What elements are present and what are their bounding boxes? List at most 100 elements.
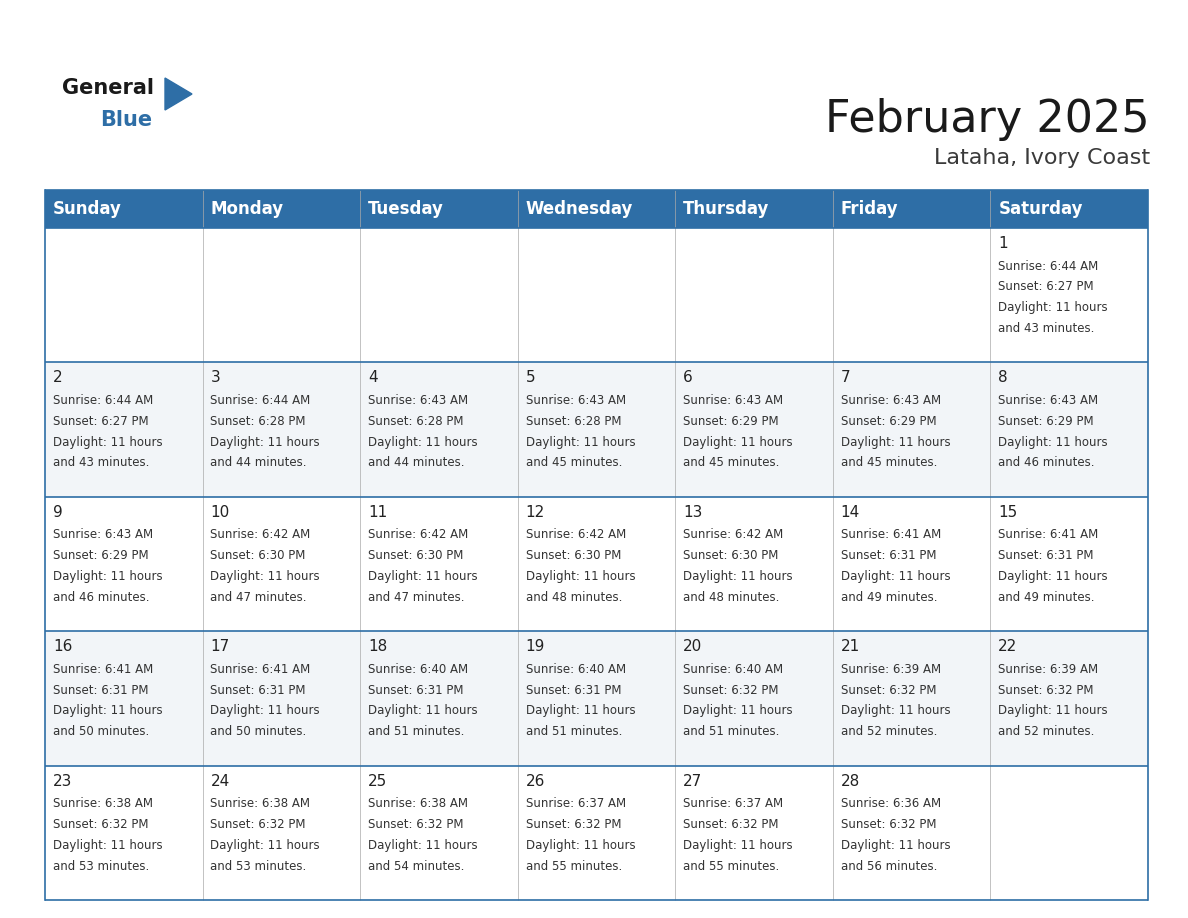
- Text: Sunset: 6:29 PM: Sunset: 6:29 PM: [53, 549, 148, 562]
- Text: and 45 minutes.: and 45 minutes.: [525, 456, 623, 469]
- Text: 6: 6: [683, 371, 693, 386]
- Text: and 43 minutes.: and 43 minutes.: [53, 456, 150, 469]
- Text: 15: 15: [998, 505, 1018, 520]
- Text: Daylight: 11 hours: Daylight: 11 hours: [210, 839, 320, 852]
- Bar: [203, 497, 360, 632]
- Text: Daylight: 11 hours: Daylight: 11 hours: [525, 704, 636, 718]
- Bar: [45, 632, 203, 766]
- Text: Daylight: 11 hours: Daylight: 11 hours: [998, 301, 1108, 314]
- Text: General: General: [62, 78, 154, 98]
- Text: and 46 minutes.: and 46 minutes.: [998, 456, 1095, 469]
- Text: and 49 minutes.: and 49 minutes.: [998, 591, 1095, 604]
- Bar: [833, 632, 991, 766]
- Bar: [360, 190, 518, 228]
- Text: Daylight: 11 hours: Daylight: 11 hours: [368, 570, 478, 583]
- Text: and 44 minutes.: and 44 minutes.: [210, 456, 307, 469]
- Text: Sunrise: 6:36 AM: Sunrise: 6:36 AM: [841, 797, 941, 811]
- Text: and 56 minutes.: and 56 minutes.: [841, 859, 937, 873]
- Text: Lataha, Ivory Coast: Lataha, Ivory Coast: [934, 148, 1150, 168]
- Text: Sunset: 6:31 PM: Sunset: 6:31 PM: [841, 549, 936, 562]
- Text: Daylight: 11 hours: Daylight: 11 hours: [683, 436, 792, 449]
- Text: 20: 20: [683, 639, 702, 655]
- Bar: [360, 497, 518, 632]
- Bar: [833, 228, 991, 363]
- Text: 25: 25: [368, 774, 387, 789]
- Text: Daylight: 11 hours: Daylight: 11 hours: [53, 839, 163, 852]
- Text: Sunrise: 6:41 AM: Sunrise: 6:41 AM: [841, 529, 941, 542]
- Text: Sunset: 6:30 PM: Sunset: 6:30 PM: [525, 549, 621, 562]
- Text: and 48 minutes.: and 48 minutes.: [525, 591, 623, 604]
- Text: and 47 minutes.: and 47 minutes.: [210, 591, 307, 604]
- Bar: [45, 228, 203, 363]
- Text: Sunrise: 6:41 AM: Sunrise: 6:41 AM: [53, 663, 153, 676]
- Text: 11: 11: [368, 505, 387, 520]
- Text: and 54 minutes.: and 54 minutes.: [368, 859, 465, 873]
- Bar: [991, 228, 1148, 363]
- Text: Sunrise: 6:37 AM: Sunrise: 6:37 AM: [683, 797, 783, 811]
- Text: and 52 minutes.: and 52 minutes.: [841, 725, 937, 738]
- Text: Daylight: 11 hours: Daylight: 11 hours: [53, 704, 163, 718]
- Text: Daylight: 11 hours: Daylight: 11 hours: [368, 436, 478, 449]
- Text: Sunset: 6:31 PM: Sunset: 6:31 PM: [368, 684, 463, 697]
- Text: Sunset: 6:30 PM: Sunset: 6:30 PM: [210, 549, 305, 562]
- Text: and 44 minutes.: and 44 minutes.: [368, 456, 465, 469]
- Text: Sunset: 6:29 PM: Sunset: 6:29 PM: [998, 415, 1094, 428]
- Text: Sunrise: 6:43 AM: Sunrise: 6:43 AM: [683, 394, 783, 407]
- Text: 27: 27: [683, 774, 702, 789]
- Text: Blue: Blue: [100, 110, 152, 130]
- Text: Sunset: 6:28 PM: Sunset: 6:28 PM: [525, 415, 621, 428]
- Text: and 45 minutes.: and 45 minutes.: [841, 456, 937, 469]
- Text: and 50 minutes.: and 50 minutes.: [210, 725, 307, 738]
- Polygon shape: [165, 78, 192, 110]
- Text: and 51 minutes.: and 51 minutes.: [683, 725, 779, 738]
- Bar: [360, 228, 518, 363]
- Text: Daylight: 11 hours: Daylight: 11 hours: [53, 436, 163, 449]
- Text: Daylight: 11 hours: Daylight: 11 hours: [841, 570, 950, 583]
- Bar: [45, 190, 203, 228]
- Bar: [991, 766, 1148, 900]
- Text: Daylight: 11 hours: Daylight: 11 hours: [998, 704, 1108, 718]
- Text: Sunset: 6:32 PM: Sunset: 6:32 PM: [683, 818, 778, 831]
- Text: and 51 minutes.: and 51 minutes.: [525, 725, 623, 738]
- Text: 14: 14: [841, 505, 860, 520]
- Text: Sunset: 6:32 PM: Sunset: 6:32 PM: [525, 818, 621, 831]
- Text: and 50 minutes.: and 50 minutes.: [53, 725, 150, 738]
- Bar: [833, 190, 991, 228]
- Bar: [675, 497, 833, 632]
- Text: Thursday: Thursday: [683, 200, 770, 218]
- Text: Sunrise: 6:39 AM: Sunrise: 6:39 AM: [841, 663, 941, 676]
- Text: Sunset: 6:32 PM: Sunset: 6:32 PM: [683, 684, 778, 697]
- Text: Sunrise: 6:44 AM: Sunrise: 6:44 AM: [998, 260, 1099, 273]
- Text: and 45 minutes.: and 45 minutes.: [683, 456, 779, 469]
- Text: Sunset: 6:32 PM: Sunset: 6:32 PM: [210, 818, 307, 831]
- Text: Daylight: 11 hours: Daylight: 11 hours: [998, 436, 1108, 449]
- Text: 10: 10: [210, 505, 229, 520]
- Text: Tuesday: Tuesday: [368, 200, 444, 218]
- Text: 19: 19: [525, 639, 545, 655]
- Bar: [833, 497, 991, 632]
- Text: 4: 4: [368, 371, 378, 386]
- Text: 17: 17: [210, 639, 229, 655]
- Bar: [675, 190, 833, 228]
- Bar: [518, 228, 675, 363]
- Text: 8: 8: [998, 371, 1007, 386]
- Text: Sunset: 6:27 PM: Sunset: 6:27 PM: [998, 280, 1094, 294]
- Text: February 2025: February 2025: [826, 98, 1150, 141]
- Text: 7: 7: [841, 371, 851, 386]
- Text: and 46 minutes.: and 46 minutes.: [53, 591, 150, 604]
- Text: Sunrise: 6:43 AM: Sunrise: 6:43 AM: [525, 394, 626, 407]
- Text: Sunset: 6:32 PM: Sunset: 6:32 PM: [841, 818, 936, 831]
- Text: Sunrise: 6:43 AM: Sunrise: 6:43 AM: [998, 394, 1099, 407]
- Bar: [45, 497, 203, 632]
- Text: Sunrise: 6:42 AM: Sunrise: 6:42 AM: [525, 529, 626, 542]
- Text: Sunset: 6:32 PM: Sunset: 6:32 PM: [368, 818, 463, 831]
- Text: Daylight: 11 hours: Daylight: 11 hours: [998, 570, 1108, 583]
- Text: Sunset: 6:31 PM: Sunset: 6:31 PM: [998, 549, 1094, 562]
- Text: Monday: Monday: [210, 200, 284, 218]
- Text: Sunset: 6:28 PM: Sunset: 6:28 PM: [210, 415, 307, 428]
- Bar: [203, 363, 360, 497]
- Text: Daylight: 11 hours: Daylight: 11 hours: [683, 704, 792, 718]
- Text: Sunset: 6:29 PM: Sunset: 6:29 PM: [841, 415, 936, 428]
- Text: Daylight: 11 hours: Daylight: 11 hours: [525, 839, 636, 852]
- Text: and 51 minutes.: and 51 minutes.: [368, 725, 465, 738]
